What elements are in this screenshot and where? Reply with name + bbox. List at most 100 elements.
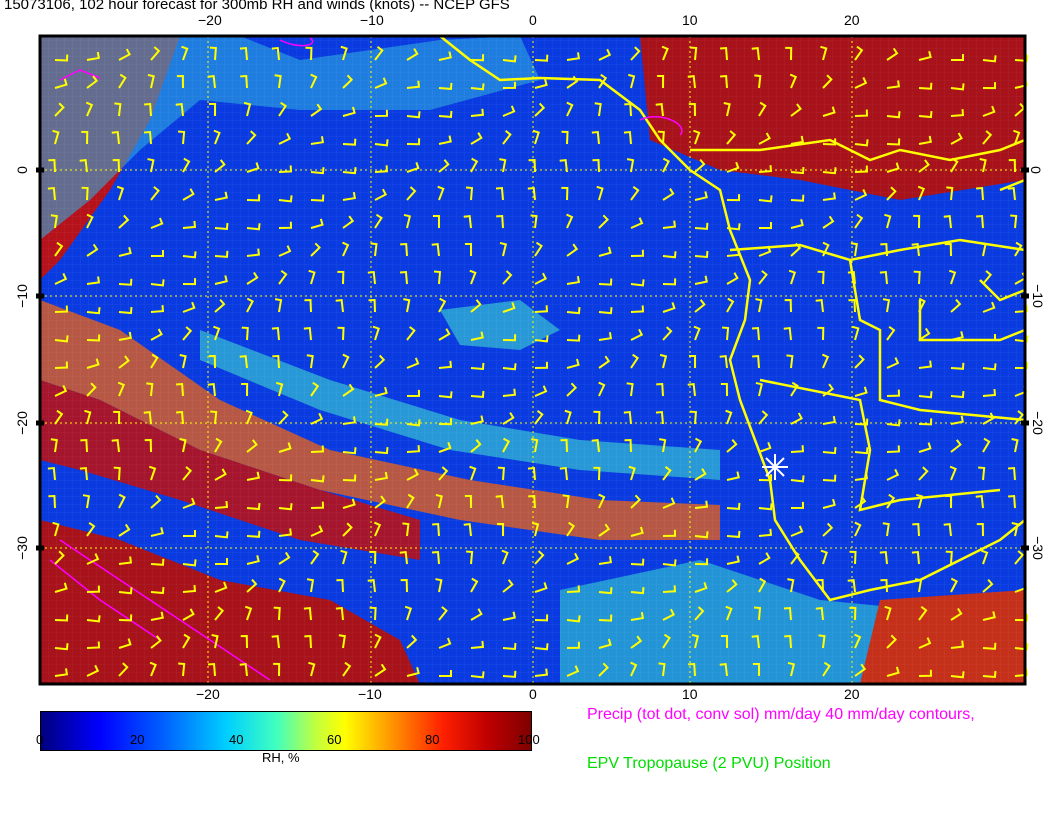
- wind-barb: [534, 582, 548, 593]
- wind-barb: [820, 45, 828, 61]
- wind-barb: [463, 214, 472, 229]
- wind-barb: [470, 83, 485, 91]
- wind-barb: [438, 391, 453, 399]
- wind-barb: [918, 110, 933, 119]
- wind-barb: [240, 74, 248, 89]
- wind-barb: [118, 306, 133, 315]
- weather-map: [36, 34, 1029, 686]
- wind-barb: [214, 468, 227, 481]
- wind-barb: [438, 51, 452, 61]
- wind-barb: [822, 474, 837, 482]
- wind-barb: [854, 663, 867, 677]
- wind-barb: [630, 494, 642, 509]
- wind-barb: [372, 325, 380, 341]
- wind-barb: [278, 442, 292, 453]
- wind-barb: [502, 437, 511, 453]
- wind-barb: [502, 388, 517, 397]
- wind-barb: [975, 494, 984, 509]
- wind-barb: [787, 661, 796, 677]
- wind-barb: [758, 270, 768, 285]
- wind-barb: [943, 214, 952, 229]
- wind-barb: [662, 608, 676, 621]
- wind-barb: [432, 214, 440, 229]
- wind-barb: [784, 634, 792, 649]
- wind-barb: [399, 270, 408, 285]
- wind-barb: [1014, 614, 1029, 622]
- wind-barb: [308, 269, 316, 285]
- wind-barb: [720, 46, 728, 61]
- wind-barb: [400, 242, 408, 257]
- wind-barb: [790, 242, 802, 257]
- wind-barb: [213, 129, 221, 145]
- wind-barb: [790, 475, 805, 483]
- wind-barb: [783, 326, 792, 341]
- wind-barb: [694, 299, 706, 313]
- wind-barb: [719, 662, 728, 677]
- wind-barb: [534, 78, 548, 89]
- wind-barb: [470, 640, 485, 649]
- wind-barb: [854, 521, 862, 537]
- wind-barb: [850, 242, 858, 257]
- wind-barb: [755, 298, 763, 313]
- wind-barb: [310, 103, 323, 117]
- wind-barb: [338, 634, 346, 649]
- wind-barb: [310, 549, 320, 565]
- wind-barb: [950, 577, 958, 593]
- wind-barb: [118, 493, 126, 509]
- wind-barb: [470, 415, 484, 425]
- wind-barb: [950, 83, 965, 91]
- wind-barb: [150, 558, 165, 566]
- wind-barb: [86, 615, 101, 623]
- wind-barb: [406, 48, 419, 61]
- wind-barb: [310, 167, 325, 175]
- wind-barb: [662, 326, 673, 341]
- wind-barb: [822, 74, 833, 89]
- wind-barb: [182, 301, 196, 313]
- wind-barb: [914, 578, 923, 593]
- wind-barb: [886, 111, 901, 119]
- wind-barb: [368, 298, 376, 313]
- wind-barb: [406, 468, 419, 481]
- wind-barb: [374, 188, 388, 201]
- wind-barb: [787, 578, 795, 593]
- wind-barb: [306, 354, 314, 369]
- wind-barb: [86, 664, 100, 677]
- wind-barb: [886, 419, 901, 427]
- wind-barb: [502, 334, 517, 342]
- wind-barb: [624, 102, 632, 117]
- wind-barb: [182, 188, 195, 201]
- wind-barb: [304, 634, 312, 649]
- wind-barb: [949, 465, 957, 481]
- wind-barb: [86, 334, 101, 342]
- wind-barb: [278, 528, 293, 537]
- wind-barb: [340, 45, 348, 61]
- wind-barb: [886, 80, 901, 89]
- wind-barb: [209, 46, 217, 61]
- wind-barb: [502, 105, 516, 117]
- wind-barb: [303, 326, 312, 341]
- wind-barb: [657, 74, 665, 89]
- wind-barb: [48, 158, 56, 173]
- wind-barb: [274, 298, 283, 313]
- wind-barb: [342, 416, 357, 425]
- wind-barb: [758, 577, 767, 593]
- wind-barb: [527, 466, 536, 481]
- wind-barb: [566, 585, 581, 593]
- wind-barb: [534, 643, 549, 651]
- wind-barb: [149, 661, 157, 677]
- wind-barb: [310, 73, 318, 89]
- wind-barb: [694, 606, 705, 621]
- wind-barb: [982, 670, 997, 679]
- wind-barb: [182, 497, 196, 509]
- wind-barb: [246, 578, 258, 593]
- wind-barb: [342, 447, 357, 455]
- wind-barb: [982, 301, 996, 313]
- wind-barb: [182, 278, 197, 286]
- wind-barb: [918, 50, 932, 61]
- wind-barb: [981, 549, 989, 565]
- wind-barb: [342, 106, 356, 117]
- wind-barb: [495, 186, 504, 201]
- wind-barb: [790, 103, 802, 117]
- wind-barb: [534, 102, 546, 117]
- wind-barb: [783, 606, 792, 621]
